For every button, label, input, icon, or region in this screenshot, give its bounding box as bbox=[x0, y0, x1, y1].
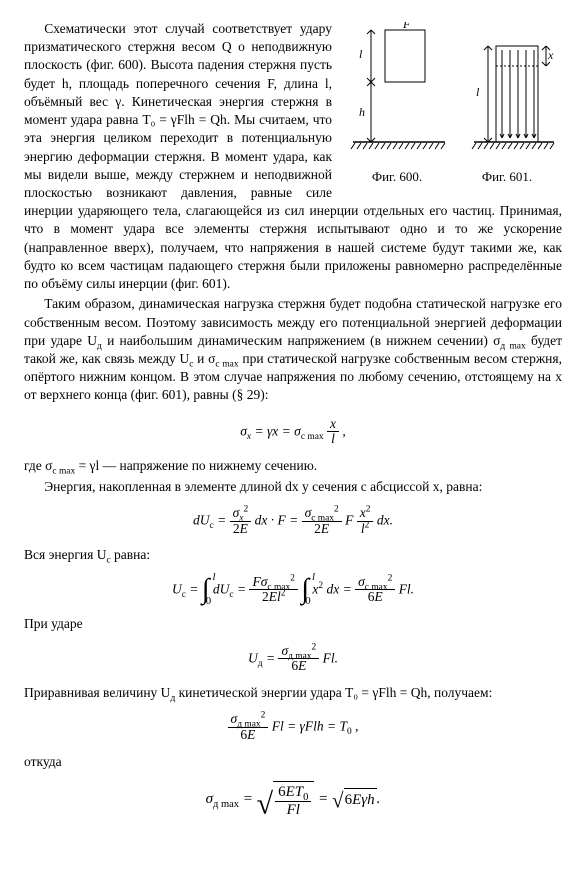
sub-dmax-1: д max bbox=[500, 341, 525, 351]
fig601-label-x: x bbox=[547, 48, 554, 62]
fig601-label-l: l bbox=[476, 85, 480, 99]
paragraph-2: Таким образом, динамическая нагрузка сте… bbox=[24, 295, 562, 404]
sub-cmax-2: с max bbox=[52, 467, 75, 477]
paragraph-5: Вся энергия Uс равна: bbox=[24, 546, 562, 564]
figures-row: F l h bbox=[342, 22, 562, 162]
paragraph-7: Приравнивая величину Uд кинетической эне… bbox=[24, 684, 562, 702]
fig600-label-F: F bbox=[402, 22, 411, 31]
fig600-label-l: l bbox=[359, 47, 363, 61]
figure-block: F l h bbox=[342, 22, 562, 186]
p5-seg-b: равна: bbox=[111, 547, 150, 562]
p2-seg-d: и σ bbox=[193, 351, 215, 366]
p3-seg-a: где σ bbox=[24, 458, 52, 473]
equation-5: σд max26E Fl = γFlh = T0 , bbox=[24, 712, 562, 743]
paragraph-4: Энергия, накопленная в элементе длиной d… bbox=[24, 478, 562, 496]
p3-seg-b: = γl — напряжение по нижнему сечению. bbox=[75, 458, 317, 473]
equation-2: dUс = σx22E dx · F = σс max22E F x2l2 dx… bbox=[24, 506, 562, 537]
equation-1: σx = γx = σс max xl , bbox=[24, 417, 562, 448]
equation-4: Uд = σд max26E Fl. bbox=[24, 644, 562, 675]
p5-seg-a: Вся энергия U bbox=[24, 547, 106, 562]
fig600-label-h: h bbox=[359, 105, 365, 119]
p2-seg-b: и наибольшим динамическим напряжением (в… bbox=[102, 333, 501, 348]
fig600-caption: Фиг. 600. bbox=[372, 168, 422, 186]
equation-6: σд max = √6ET0Fl = √6Eγh. bbox=[24, 781, 562, 818]
paragraph-8: откуда bbox=[24, 753, 562, 771]
p7-seg-b: кинетической энергии удара T₀ = γFlh = Q… bbox=[175, 685, 492, 700]
figure-captions: Фиг. 600. Фиг. 601. bbox=[342, 168, 562, 186]
paragraph-3: где σс max = γl — напряжение по нижнему … bbox=[24, 457, 562, 475]
fig601-caption: Фиг. 601. bbox=[482, 168, 532, 186]
figure-601-svg: l x bbox=[470, 22, 556, 162]
figure-600-svg: F l h bbox=[349, 22, 447, 162]
p7-seg-a: Приравнивая величину U bbox=[24, 685, 170, 700]
paragraph-6: При ударе bbox=[24, 615, 562, 633]
equation-3: Uс = ∫l0 dUс = Fσс max22El2 ∫l0 x2 dx = … bbox=[24, 575, 562, 606]
